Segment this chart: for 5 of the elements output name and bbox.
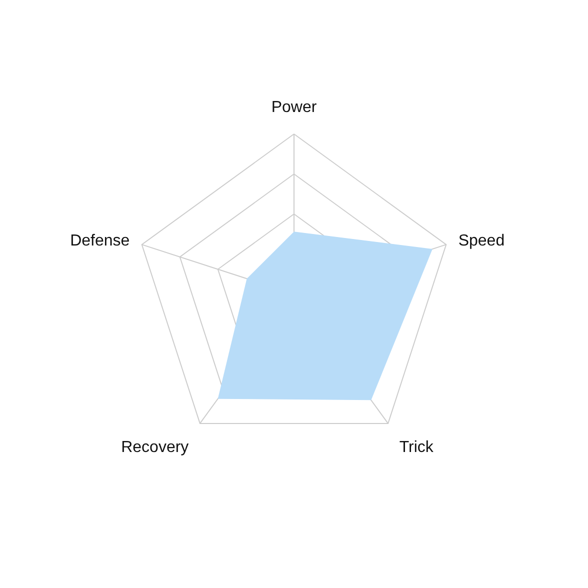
spoke-label: Trick [399, 438, 434, 456]
spoke-label: Power [271, 98, 318, 116]
spoke-label: Speed [458, 232, 505, 250]
spoke-label: Defense [70, 232, 130, 250]
spoke-label: Recovery [121, 438, 189, 456]
